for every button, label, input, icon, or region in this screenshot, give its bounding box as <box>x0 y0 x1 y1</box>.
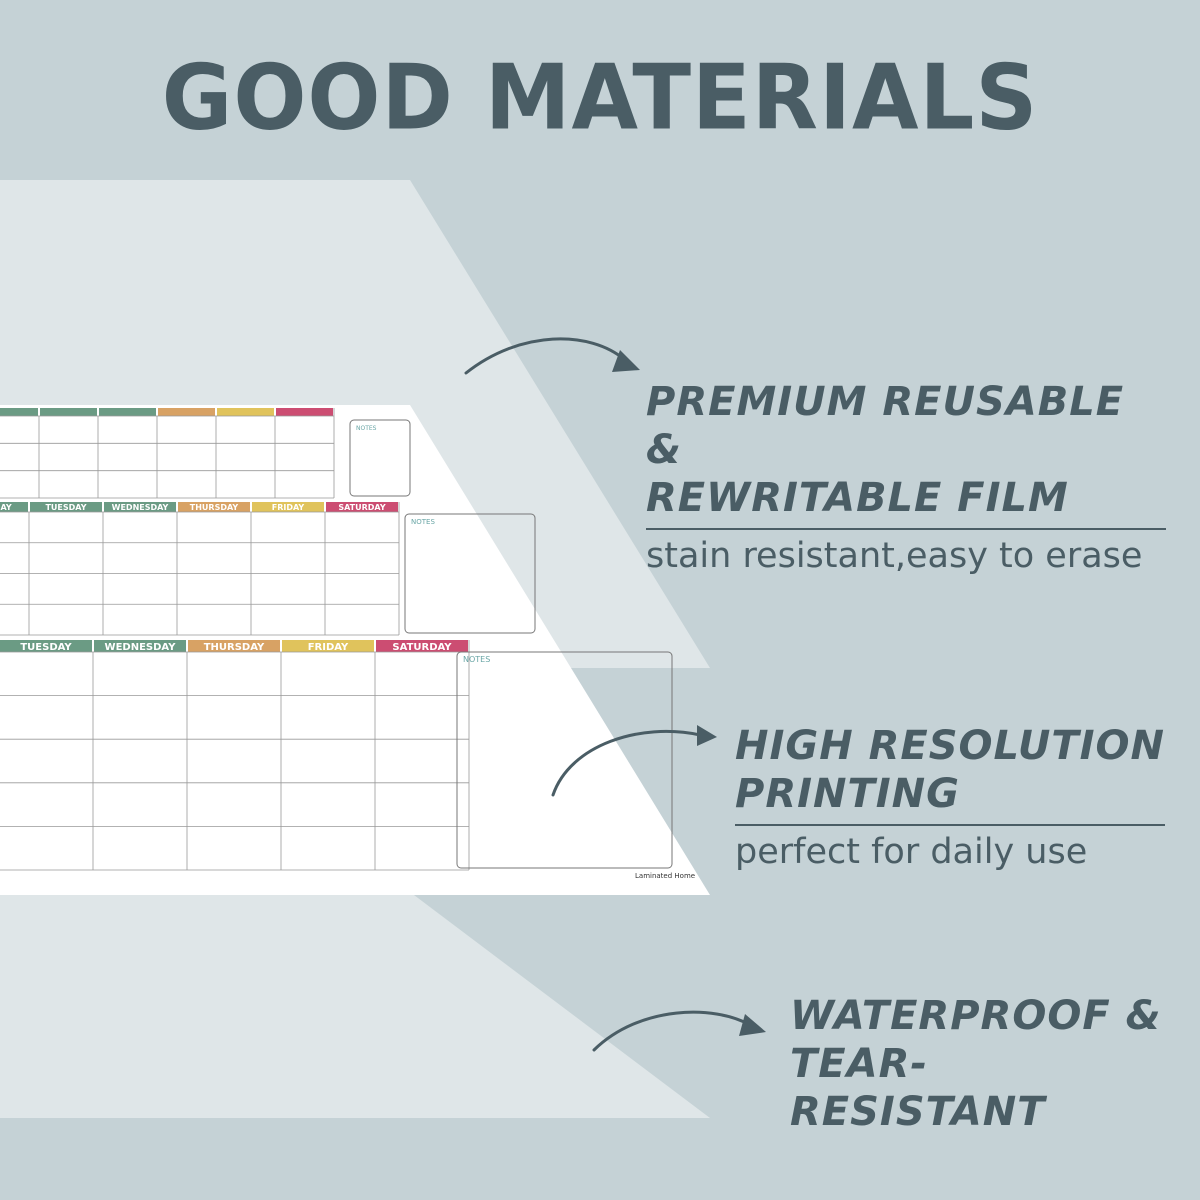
day-header-label: THURSDAY <box>190 503 239 512</box>
day-header <box>188 640 280 652</box>
brand-mark: Laminated Home <box>635 872 695 880</box>
notes-box <box>404 513 536 634</box>
feature-heading-line1: WATERPROOF & <box>790 993 1162 1039</box>
feature-waterproof: WATERPROOF & TEAR-RESISTANT <box>790 992 1170 1136</box>
feature-heading-line2: PRINTING <box>735 771 960 817</box>
day-header <box>104 502 176 512</box>
day-header-label: THURSDAY <box>204 642 265 653</box>
notes-label: NOTES <box>356 425 377 432</box>
notes-label: NOTES <box>463 655 490 664</box>
day-header <box>282 640 374 652</box>
day-header <box>0 640 92 652</box>
feature-high-resolution: HIGH RESOLUTION PRINTING perfect for dai… <box>735 722 1165 874</box>
day-header-label: WEDNESDAY <box>112 503 169 512</box>
day-header <box>326 502 398 512</box>
feature-heading-line1: HIGH RESOLUTION <box>735 723 1165 769</box>
divider <box>646 528 1166 530</box>
day-header <box>158 408 215 416</box>
day-header <box>178 502 250 512</box>
divider <box>735 824 1165 826</box>
day-header <box>94 640 186 652</box>
feature-subtitle: stain resistant,easy to erase <box>646 536 1143 576</box>
day-header <box>0 502 28 512</box>
day-header-label: SATURDAY <box>338 503 386 512</box>
feature-heading-line2: REWRITABLE FILM <box>646 475 1069 521</box>
day-header-label: TUESDAY <box>45 503 86 512</box>
feature-heading-line1: PREMIUM REUSABLE & <box>646 379 1125 473</box>
notes-box <box>456 651 673 869</box>
feature-heading-line2: TEAR-RESISTANT <box>790 1041 1046 1135</box>
day-header <box>40 408 97 416</box>
notes-box <box>349 419 411 497</box>
feature-premium-film: PREMIUM REUSABLE & REWRITABLE FILM stain… <box>646 378 1166 578</box>
curved-arrow-icon <box>551 730 702 797</box>
feature-subtitle: perfect for daily use <box>735 832 1088 872</box>
day-header <box>276 408 333 416</box>
calendar-grid: NOTES MONDAY TUESDAY WEDNESDAY THURSDAY FRIDA… <box>0 408 695 880</box>
day-header-label: FRIDAY <box>308 642 349 653</box>
day-header-label: TUESDAY <box>20 642 72 653</box>
day-header-label: SATURDAY <box>392 642 452 653</box>
day-header-label: FRIDAY <box>272 503 305 512</box>
notes-label: NOTES <box>411 518 435 526</box>
curved-arrow-icon <box>592 1010 752 1052</box>
day-header <box>252 502 324 512</box>
day-header-label: WEDNESDAY <box>105 642 177 653</box>
day-header <box>217 408 274 416</box>
day-header-label: MONDAY <box>0 503 12 512</box>
day-header <box>0 408 38 416</box>
day-header <box>30 502 102 512</box>
day-header <box>376 640 468 652</box>
bottom-layer-sheet <box>0 892 710 1118</box>
curved-arrow-icon <box>464 337 627 375</box>
page-title: GOOD MATERIALS <box>161 45 1039 151</box>
day-header <box>99 408 156 416</box>
